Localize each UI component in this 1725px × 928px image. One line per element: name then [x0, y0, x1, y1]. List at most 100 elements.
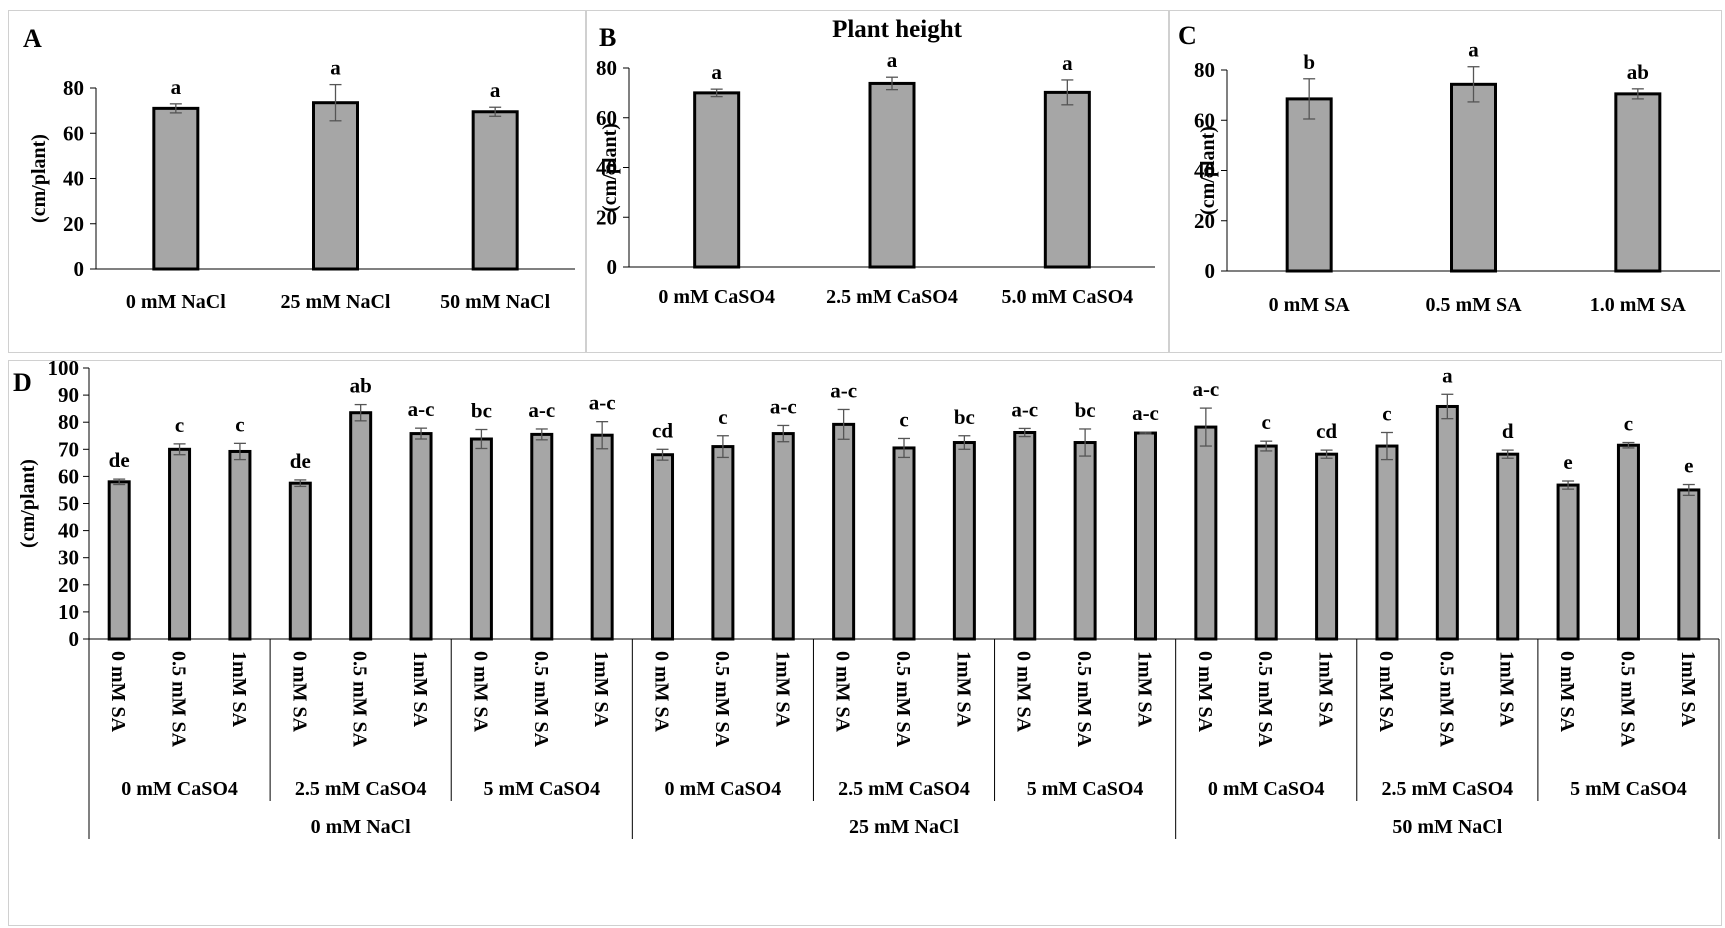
significance-label-d-4: ab — [350, 374, 372, 398]
y-axis-label-d: (cm/plant) — [17, 459, 39, 548]
bar-d-19 — [1254, 444, 1278, 641]
group-label-nacl-1: 25 mM NaCl — [849, 816, 959, 838]
y-tick-label-d-0: 0 — [69, 627, 80, 651]
bar-d-18 — [1194, 425, 1218, 641]
significance-label-c-0: b — [1303, 50, 1315, 74]
bar-d-13 — [892, 446, 916, 641]
bar-d-9 — [651, 453, 675, 641]
significance-label-d-21: c — [1382, 401, 1391, 425]
significance-label-d-3: de — [290, 449, 311, 473]
significance-label-d-6: bc — [471, 399, 492, 423]
panel-b: B Plant height 0 20 40 60 80 (cm/plant) a 0 mM Ca… — [586, 10, 1169, 353]
category-label-d-23: 1mM SA — [1496, 651, 1518, 728]
bar-d-20 — [1315, 452, 1339, 641]
significance-label-d-22: a — [1442, 363, 1453, 387]
category-label-b-1: 2.5 mM CaSO4 — [826, 286, 958, 308]
bar-c-0 — [1285, 97, 1333, 273]
significance-label-d-20: cd — [1316, 419, 1337, 443]
significance-label-d-24: e — [1563, 450, 1572, 474]
y-axis-label-b: (cm/plant) — [599, 123, 621, 212]
bar-d-11 — [771, 432, 795, 641]
category-label-c-2: 1.0 mM SA — [1590, 294, 1687, 316]
group-label-caso4-2: 5 mM CaSO4 — [483, 778, 600, 800]
significance-label-d-17: a-c — [1132, 401, 1159, 425]
category-label-d-12: 0 mM SA — [832, 651, 854, 733]
group-label-nacl-2: 50 mM NaCl — [1392, 816, 1502, 838]
category-label-d-4: 0.5 mM SA — [349, 651, 371, 748]
bar-d-23 — [1496, 452, 1520, 641]
y-tick-label-b-0: 0 — [607, 255, 618, 279]
bar-a-1 — [312, 101, 359, 271]
bar-b-0 — [693, 91, 741, 269]
significance-label-a-2: a — [490, 78, 501, 102]
significance-label-d-12: a-c — [830, 378, 857, 402]
bar-d-24 — [1556, 483, 1580, 641]
chart-b: B Plant height 0 20 40 60 80 (cm/plant) a 0 mM Ca… — [596, 16, 1155, 308]
significance-label-d-2: c — [235, 412, 244, 436]
group-label-caso4-5: 5 mM CaSO4 — [1027, 778, 1144, 800]
y-tick-label-c-4: 80 — [1194, 58, 1215, 82]
category-label-d-8: 1mM SA — [590, 651, 612, 728]
y-tick-label-c-3: 60 — [1194, 108, 1215, 132]
chart-a: A 0 20 40 60 80 (cm/plant) a 0 mM NaCl a 25 mM NaC… — [23, 24, 575, 313]
category-label-d-21: 0 mM SA — [1375, 651, 1397, 733]
y-tick-label-c-0: 0 — [1205, 259, 1216, 283]
bar-a-2 — [471, 110, 519, 271]
y-tick-label-d-9: 90 — [58, 383, 79, 407]
category-label-d-3: 0 mM SA — [288, 651, 310, 733]
y-axis-label-c: (cm/plant) — [1197, 126, 1219, 215]
category-label-d-16: 0.5 mM SA — [1073, 651, 1095, 748]
significance-label-d-15: a-c — [1011, 397, 1038, 421]
panel-label-a: A — [23, 24, 42, 53]
panel-label-d: D — [13, 368, 32, 397]
bar-d-14 — [952, 441, 976, 641]
category-label-d-1: 0.5 mM SA — [168, 651, 190, 748]
group-label-caso4-0: 0 mM CaSO4 — [121, 778, 238, 800]
significance-label-d-7: a-c — [528, 398, 555, 422]
category-label-d-15: 0 mM SA — [1013, 651, 1035, 733]
category-label-d-2: 1mM SA — [228, 651, 250, 728]
significance-label-d-13: c — [899, 407, 908, 431]
panel-label-b: B — [599, 23, 616, 52]
significance-label-c-1: a — [1468, 38, 1479, 62]
group-label-caso4-3: 0 mM CaSO4 — [665, 778, 782, 800]
category-label-d-11: 1mM SA — [771, 651, 793, 728]
significance-label-d-9: cd — [652, 418, 673, 442]
significance-label-d-14: bc — [954, 405, 975, 429]
y-tick-label-b-4: 80 — [596, 56, 617, 80]
bar-d-16 — [1073, 441, 1097, 641]
bar-c-1 — [1450, 82, 1497, 273]
significance-label-b-2: a — [1062, 51, 1073, 75]
bar-d-8 — [590, 433, 614, 641]
y-tick-label-d-3: 30 — [58, 546, 79, 570]
y-tick-label-c-1: 20 — [1194, 209, 1215, 233]
bar-d-4 — [349, 411, 373, 641]
panel-c: C 0 20 40 60 80 (cm/plant) b 0 mM SA a 0.5 mM SA ab… — [1169, 10, 1722, 353]
significance-label-d-26: e — [1684, 454, 1693, 478]
significance-label-d-8: a-c — [589, 391, 616, 415]
significance-label-d-18: a-c — [1192, 377, 1219, 401]
group-label-nacl-0: 0 mM NaCl — [311, 816, 411, 838]
bar-d-2 — [228, 449, 252, 641]
y-tick-label-a-2: 40 — [63, 167, 84, 191]
category-label-b-2: 5.0 mM CaSO4 — [1001, 286, 1133, 308]
category-label-d-22: 0.5 mM SA — [1435, 651, 1457, 748]
bar-d-25 — [1616, 443, 1640, 641]
bar-b-1 — [868, 81, 916, 269]
bar-d-22 — [1435, 404, 1459, 641]
category-label-d-14: 1mM SA — [952, 651, 974, 728]
y-tick-label-d-6: 60 — [58, 464, 79, 488]
panel-a: A 0 20 40 60 80 (cm/plant) a 0 mM NaCl a 25 mM NaC… — [8, 10, 586, 353]
group-label-caso4-7: 2.5 mM CaSO4 — [1381, 778, 1513, 800]
bar-c-2 — [1614, 92, 1662, 273]
category-label-d-24: 0 mM SA — [1556, 651, 1578, 733]
category-label-a-1: 25 mM NaCl — [281, 291, 391, 313]
bar-d-0 — [107, 480, 131, 641]
category-label-d-5: 1mM SA — [409, 651, 431, 728]
category-label-c-0: 0 mM SA — [1269, 294, 1351, 316]
category-label-d-6: 0 mM SA — [469, 651, 491, 733]
bar-d-26 — [1677, 488, 1701, 641]
bar-d-6 — [469, 437, 493, 641]
category-label-d-19: 0.5 mM SA — [1254, 651, 1276, 748]
